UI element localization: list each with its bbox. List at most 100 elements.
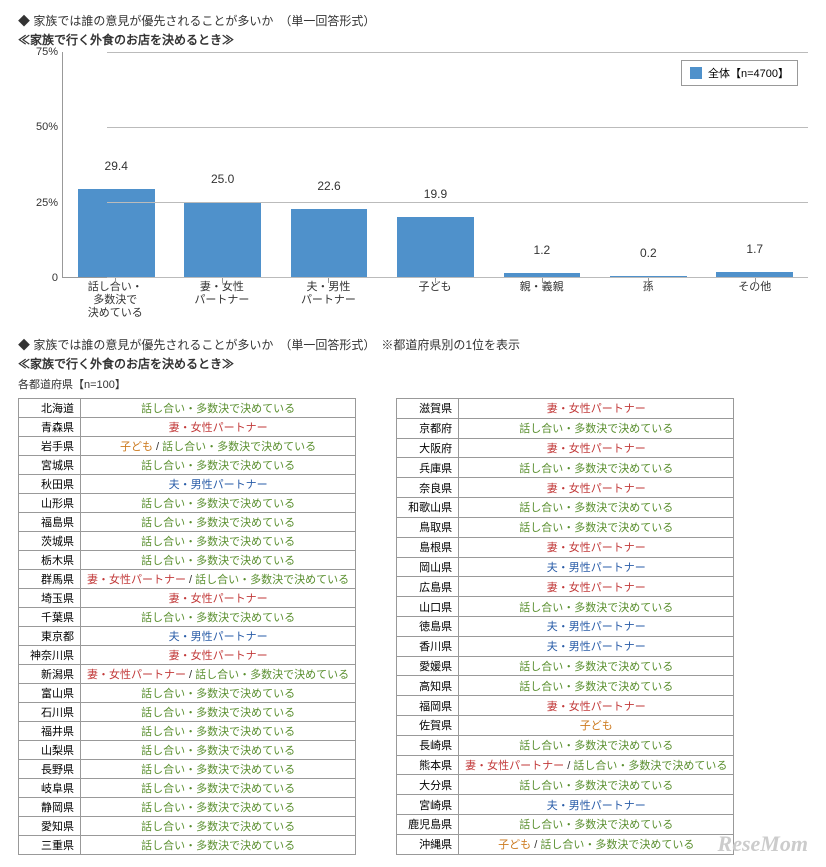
bar-value-label: 19.9 bbox=[424, 187, 447, 201]
answer-text: 話し合い・多数決で決めている bbox=[141, 745, 295, 757]
prefecture-cell: 山形県 bbox=[19, 494, 81, 513]
table-note: 各都道府県【n=100】 bbox=[18, 376, 808, 392]
answer-cell: 話し合い・多数決で決めている bbox=[81, 494, 356, 513]
prefecture-cell: 長崎県 bbox=[397, 735, 459, 755]
prefecture-cell: 鹿児島県 bbox=[397, 815, 459, 835]
prefecture-cell: 大分県 bbox=[397, 775, 459, 795]
answer-text: 話し合い・多数決で決めている bbox=[519, 681, 673, 693]
chart-legend: 全体【n=4700】 bbox=[681, 60, 798, 86]
prefecture-cell: 香川県 bbox=[397, 636, 459, 656]
table-row: 三重県話し合い・多数決で決めている bbox=[19, 836, 356, 855]
table-row: 福岡県妻・女性パートナー bbox=[397, 696, 734, 716]
table-row: 島根県 妻・女性パートナー bbox=[397, 537, 734, 557]
bar-chart: 025%50%75% 29.425.022.619.91.20.21.7 全体【… bbox=[18, 52, 808, 312]
answer-text: 話し合い・多数決で決めている bbox=[141, 840, 295, 852]
answer-cell: 話し合い・多数決で決めている bbox=[459, 676, 734, 696]
answer-text: 話し合い・多数決で決めている bbox=[162, 441, 316, 453]
x-tick bbox=[115, 278, 116, 283]
bar-column: 1.2 bbox=[489, 52, 595, 277]
answer-text: 子ども bbox=[120, 441, 153, 453]
bar-value-label: 29.4 bbox=[105, 159, 128, 173]
answer-text: 話し合い・多数決で決めている bbox=[141, 403, 295, 415]
answer-cell: 夫・男性パートナー bbox=[459, 557, 734, 577]
prefecture-cell: 群馬県 bbox=[19, 570, 81, 589]
legend-label: 全体【n=4700】 bbox=[708, 65, 789, 81]
x-label: 妻・女性 パートナー bbox=[169, 278, 276, 312]
table-row: 宮崎県夫・男性パートナー bbox=[397, 795, 734, 815]
answer-cell: 妻・女性パートナー bbox=[81, 418, 356, 437]
answer-cell: 子ども / 話し合い・多数決で決めている bbox=[459, 834, 734, 854]
answer-text: 妻・女性パートナー bbox=[547, 701, 646, 713]
prefecture-cell: 新潟県 bbox=[19, 665, 81, 684]
answer-text: 話し合い・多数決で決めている bbox=[141, 783, 295, 795]
x-label: 子ども bbox=[382, 278, 489, 312]
prefecture-cell: 千葉県 bbox=[19, 608, 81, 627]
prefecture-cell: 大阪府 bbox=[397, 438, 459, 458]
bar-value-label: 22.6 bbox=[317, 179, 340, 193]
answer-cell: 妻・女性パートナー bbox=[459, 478, 734, 498]
prefecture-tables: 北海道話し合い・多数決で決めている青森県妻・女性パートナー岩手県子ども / 話し… bbox=[18, 398, 808, 855]
bar-value-label: 25.0 bbox=[211, 172, 234, 186]
prefecture-cell: 愛知県 bbox=[19, 817, 81, 836]
answer-text: 夫・男性パートナー bbox=[547, 621, 646, 633]
prefecture-cell: 静岡県 bbox=[19, 798, 81, 817]
answer-cell: 話し合い・多数決で決めている bbox=[81, 551, 356, 570]
answer-cell: 話し合い・多数決で決めている bbox=[81, 703, 356, 722]
prefecture-cell: 熊本県 bbox=[397, 755, 459, 775]
answer-cell: 話し合い・多数決で決めている bbox=[81, 399, 356, 418]
table-row: 埼玉県妻・女性パートナー bbox=[19, 589, 356, 608]
table-row: 熊本県妻・女性パートナー / 話し合い・多数決で決めている bbox=[397, 755, 734, 775]
prefecture-cell: 高知県 bbox=[397, 676, 459, 696]
table-row: 愛媛県話し合い・多数決で決めている bbox=[397, 656, 734, 676]
bar-column: 22.6 bbox=[276, 52, 382, 277]
x-tick bbox=[648, 278, 649, 283]
prefecture-cell: 青森県 bbox=[19, 418, 81, 437]
x-tick bbox=[328, 278, 329, 283]
table-row: 長崎県話し合い・多数決で決めている bbox=[397, 735, 734, 755]
y-tick-label: 0 bbox=[52, 272, 58, 284]
prefecture-cell: 宮崎県 bbox=[397, 795, 459, 815]
table-row: 鹿児島県 話し合い・多数決で決めている bbox=[397, 815, 734, 835]
prefecture-cell: 島根県 bbox=[397, 537, 459, 557]
answer-text: 夫・男性パートナー bbox=[547, 562, 646, 574]
table-row: 福島県話し合い・多数決で決めている bbox=[19, 513, 356, 532]
legend-swatch bbox=[690, 67, 702, 79]
answer-cell: 妻・女性パートナー bbox=[459, 399, 734, 419]
answer-text: 子ども bbox=[580, 720, 613, 732]
table-row: 香川県夫・男性パートナー bbox=[397, 636, 734, 656]
answer-text: 妻・女性パートナー bbox=[547, 542, 646, 554]
prefecture-cell: 福島県 bbox=[19, 513, 81, 532]
prefecture-cell: 徳島県 bbox=[397, 616, 459, 636]
answer-cell: 話し合い・多数決で決めている bbox=[81, 513, 356, 532]
prefecture-cell: 山口県 bbox=[397, 597, 459, 617]
answer-cell: 夫・男性パートナー bbox=[81, 475, 356, 494]
prefecture-table-right: 滋賀県妻・女性パートナー京都府話し合い・多数決で決めている大阪府妻・女性パートナ… bbox=[396, 398, 734, 855]
answer-cell: 話し合い・多数決で決めている bbox=[81, 798, 356, 817]
answer-text: 話し合い・多数決で決めている bbox=[519, 423, 673, 435]
prefecture-cell: 鳥取県 bbox=[397, 517, 459, 537]
table-row: 長野県話し合い・多数決で決めている bbox=[19, 760, 356, 779]
table-row: 京都府話し合い・多数決で決めている bbox=[397, 418, 734, 438]
x-label: 夫・男性 パートナー bbox=[275, 278, 382, 312]
answer-text: 話し合い・多数決で決めている bbox=[141, 802, 295, 814]
prefecture-cell: 神奈川県 bbox=[19, 646, 81, 665]
answer-cell: 話し合い・多数決で決めている bbox=[459, 597, 734, 617]
answer-text: 話し合い・多数決で決めている bbox=[141, 555, 295, 567]
bar-value-label: 1.2 bbox=[534, 243, 551, 257]
table-heading: ◆ 家族では誰の意見が優先されることが多いか （単一回答形式） ※都道府県別の1… bbox=[18, 336, 808, 353]
x-label: 話し合い・ 多数決で 決めている bbox=[62, 278, 169, 312]
table-row: 徳島県 夫・男性パートナー bbox=[397, 616, 734, 636]
bar bbox=[291, 209, 368, 277]
answer-text: 話し合い・多数決で決めている bbox=[573, 760, 727, 772]
y-tick-label: 50% bbox=[36, 121, 58, 133]
table-row: 岡山県夫・男性パートナー bbox=[397, 557, 734, 577]
answer-cell: 妻・女性パートナー / 話し合い・多数決で決めている bbox=[81, 570, 356, 589]
answer-cell: 話し合い・多数決で決めている bbox=[459, 735, 734, 755]
answer-text: 話し合い・多数決で決めている bbox=[519, 819, 673, 831]
bar-column: 25.0 bbox=[169, 52, 275, 277]
prefecture-cell: 秋田県 bbox=[19, 475, 81, 494]
answer-cell: 話し合い・多数決で決めている bbox=[459, 517, 734, 537]
chart-heading: ◆ 家族では誰の意見が優先されることが多いか （単一回答形式） bbox=[18, 12, 808, 29]
y-tick-label: 25% bbox=[36, 197, 58, 209]
table-row: 奈良県妻・女性パートナー bbox=[397, 478, 734, 498]
